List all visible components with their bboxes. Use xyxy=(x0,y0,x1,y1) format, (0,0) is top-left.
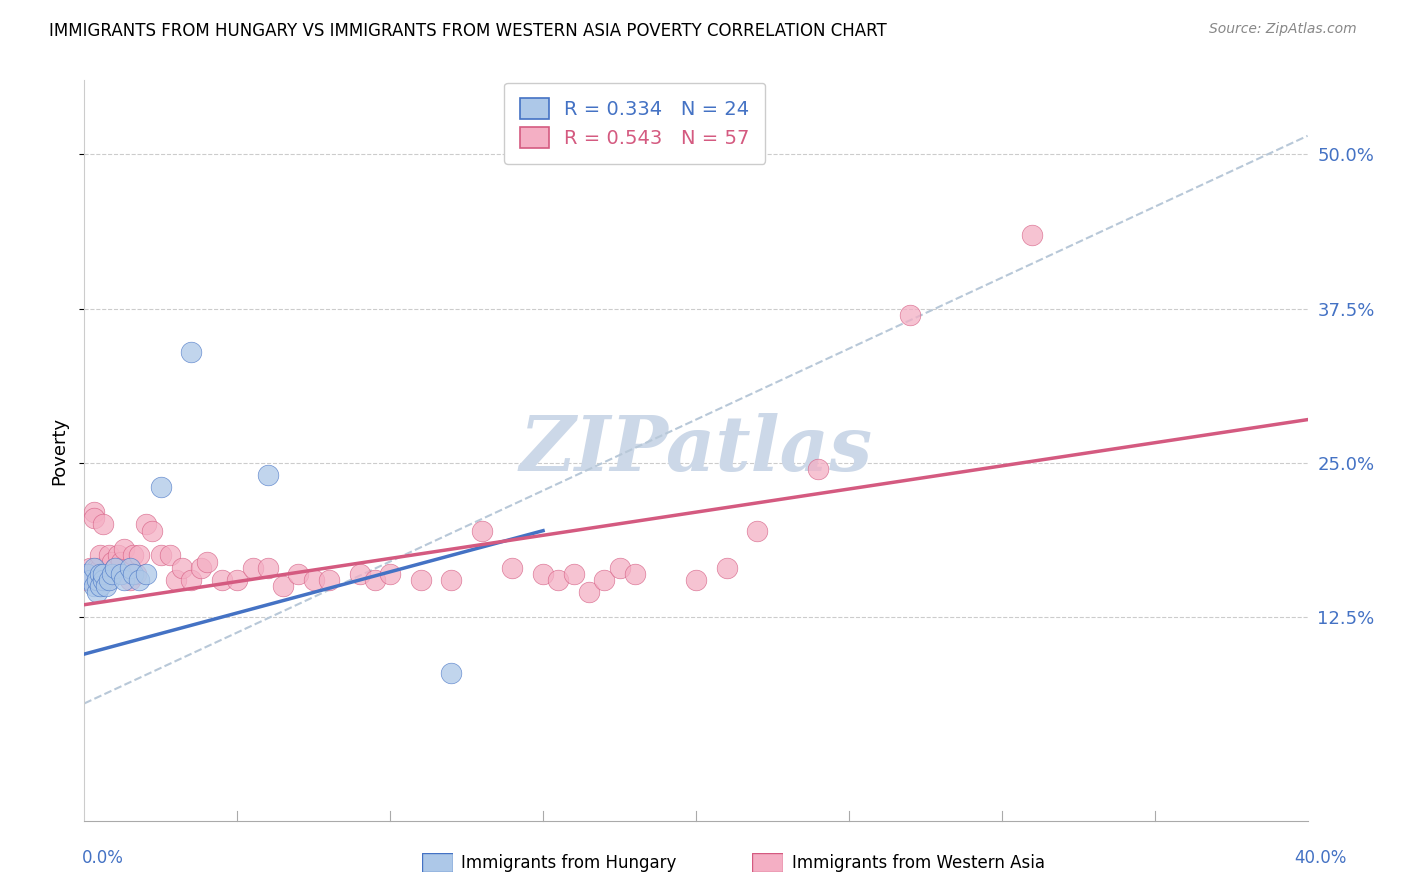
Point xyxy=(94,579,117,593)
Point xyxy=(76,566,98,581)
Point xyxy=(624,566,647,581)
Point xyxy=(195,554,218,569)
Point xyxy=(318,573,340,587)
Point xyxy=(112,542,135,557)
Point xyxy=(128,573,150,587)
Point xyxy=(89,579,111,593)
Point xyxy=(302,573,325,587)
Y-axis label: Poverty: Poverty xyxy=(51,417,69,484)
Point xyxy=(471,524,494,538)
Point xyxy=(79,566,101,581)
Point xyxy=(898,308,921,322)
Point xyxy=(110,566,132,581)
Point xyxy=(547,573,569,587)
Point xyxy=(257,560,280,574)
Point xyxy=(180,344,202,359)
Point xyxy=(122,549,145,563)
Point xyxy=(226,573,249,587)
Point xyxy=(104,560,127,574)
Point xyxy=(120,560,142,574)
Text: Source: ZipAtlas.com: Source: ZipAtlas.com xyxy=(1209,22,1357,37)
Point xyxy=(149,549,172,563)
Point xyxy=(89,566,111,581)
Point xyxy=(122,566,145,581)
Point xyxy=(172,560,194,574)
Point xyxy=(685,573,707,587)
Point xyxy=(128,549,150,563)
Point xyxy=(609,560,631,574)
Point xyxy=(104,560,127,574)
Text: Immigrants from Hungary: Immigrants from Hungary xyxy=(461,854,676,871)
Point xyxy=(531,566,554,581)
Point xyxy=(125,566,148,581)
Point xyxy=(110,554,132,569)
Point xyxy=(807,462,830,476)
Point xyxy=(747,524,769,538)
Point xyxy=(89,549,111,563)
Point xyxy=(86,573,108,587)
Point xyxy=(1021,227,1043,242)
Point xyxy=(257,468,280,483)
Point xyxy=(242,560,264,574)
Point xyxy=(440,665,463,680)
Point xyxy=(107,549,129,563)
Point xyxy=(79,560,101,574)
Point xyxy=(135,517,157,532)
Point xyxy=(165,573,187,587)
Point xyxy=(271,579,294,593)
Point xyxy=(76,573,98,587)
Legend: R = 0.334   N = 24, R = 0.543   N = 57: R = 0.334 N = 24, R = 0.543 N = 57 xyxy=(505,83,765,164)
Point xyxy=(190,560,212,574)
Point xyxy=(440,573,463,587)
Point xyxy=(349,566,371,581)
Point xyxy=(141,524,163,538)
Point xyxy=(91,573,114,587)
Point xyxy=(211,573,233,587)
Point xyxy=(149,481,172,495)
Text: ZIPatlas: ZIPatlas xyxy=(519,414,873,487)
Point xyxy=(380,566,402,581)
Point xyxy=(409,573,432,587)
Point xyxy=(97,549,120,563)
Point xyxy=(112,573,135,587)
Point xyxy=(86,560,108,574)
Point xyxy=(83,511,105,525)
Point xyxy=(91,566,114,581)
Point xyxy=(135,566,157,581)
Text: 0.0%: 0.0% xyxy=(82,849,124,867)
Point xyxy=(101,566,124,581)
Point xyxy=(502,560,524,574)
Point xyxy=(83,560,105,574)
Point xyxy=(91,517,114,532)
Point xyxy=(94,573,117,587)
Point xyxy=(364,573,387,587)
Point xyxy=(83,505,105,519)
Point xyxy=(89,560,111,574)
Point xyxy=(120,573,142,587)
Point xyxy=(79,573,101,587)
Text: 40.0%: 40.0% xyxy=(1295,849,1347,867)
Point xyxy=(562,566,585,581)
Point xyxy=(716,560,738,574)
Point xyxy=(578,585,600,599)
Point xyxy=(86,585,108,599)
Point xyxy=(159,549,181,563)
Point xyxy=(593,573,616,587)
Text: IMMIGRANTS FROM HUNGARY VS IMMIGRANTS FROM WESTERN ASIA POVERTY CORRELATION CHAR: IMMIGRANTS FROM HUNGARY VS IMMIGRANTS FR… xyxy=(49,22,887,40)
Point xyxy=(101,554,124,569)
Point xyxy=(180,573,202,587)
Point xyxy=(83,579,105,593)
Text: Immigrants from Western Asia: Immigrants from Western Asia xyxy=(792,854,1045,871)
Point xyxy=(97,573,120,587)
Point xyxy=(287,566,309,581)
